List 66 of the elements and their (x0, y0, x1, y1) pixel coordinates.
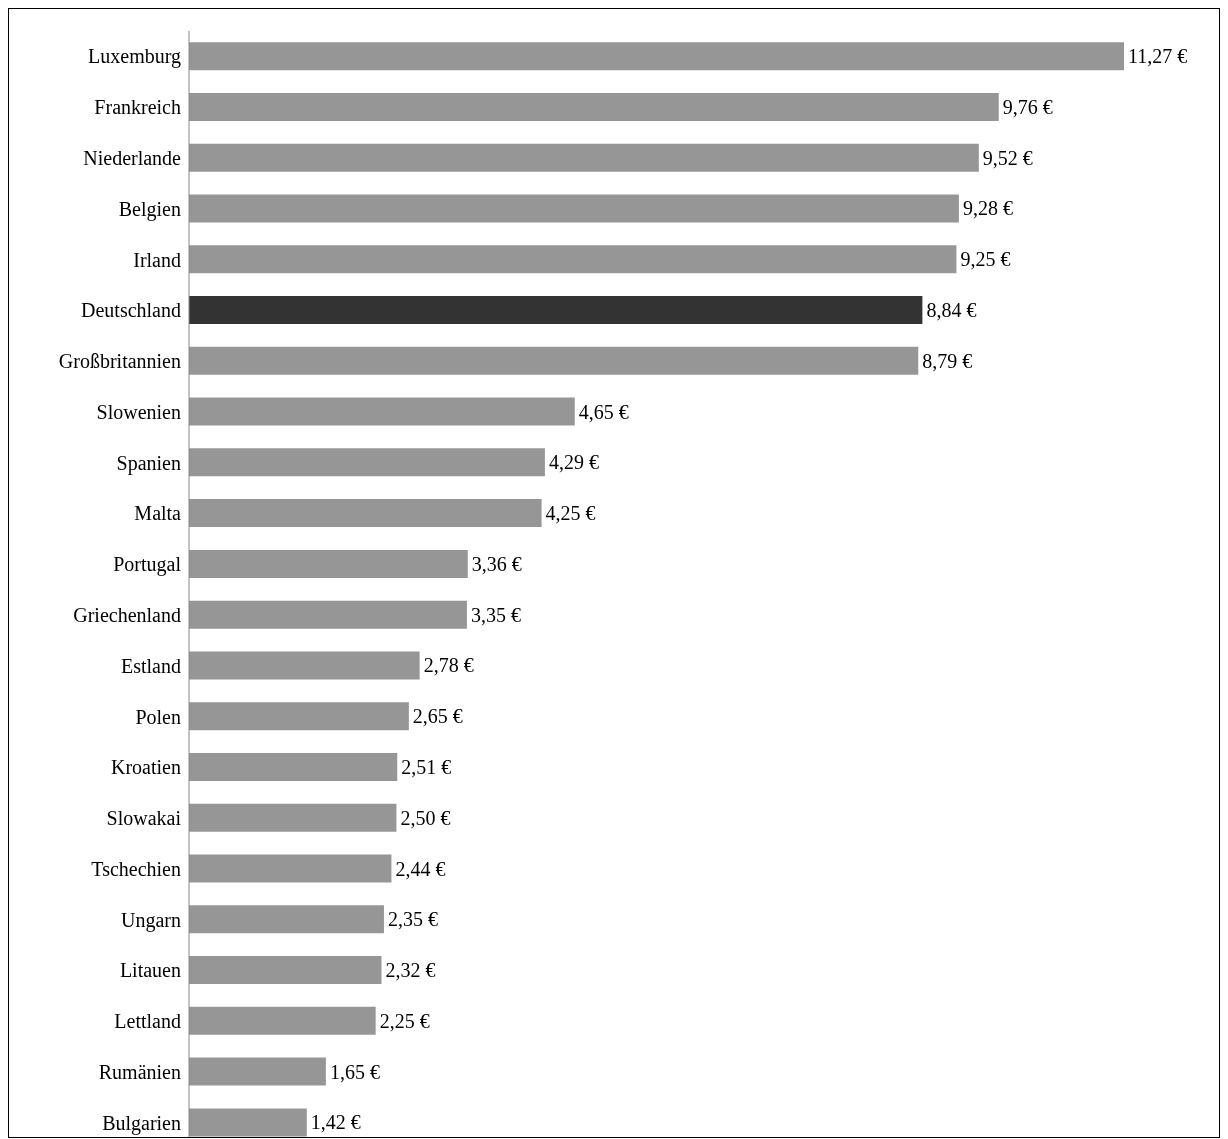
bar (189, 854, 392, 883)
y-tick-label: Luxemburg (88, 45, 181, 69)
y-tick-label: Portugal (113, 553, 182, 577)
y-tick-label: Slowenien (96, 400, 181, 423)
data-label: 2,44 € (395, 857, 446, 880)
y-tick-label: Ungarn (121, 908, 181, 932)
data-label: 8,79 € (922, 349, 973, 372)
y-tick-label: Bulgarien (102, 1111, 181, 1135)
y-tick-label: Niederlande (83, 147, 182, 170)
bar (189, 905, 384, 934)
data-label: 1,42 € (310, 1111, 361, 1134)
bar (189, 245, 957, 274)
bar (189, 499, 542, 528)
data-label: 11,27 € (1128, 45, 1188, 68)
data-label: 2,50 € (400, 806, 451, 829)
bar (189, 1006, 376, 1035)
y-tick-label: Spanien (116, 451, 181, 475)
data-label: 9,52 € (982, 146, 1033, 169)
y-tick-label: Polen (135, 705, 181, 728)
data-label: 8,84 € (926, 299, 977, 322)
y-tick-label: Slowakai (106, 807, 182, 830)
data-label: 2,51 € (401, 755, 452, 778)
bar (189, 600, 467, 629)
y-tick-label: Frankreich (94, 96, 181, 119)
y-tick-label: Deutschland (81, 299, 181, 322)
bar (189, 1108, 307, 1137)
bar (189, 397, 575, 426)
data-label: 9,76 € (1002, 95, 1053, 118)
data-label: 4,29 € (548, 451, 599, 474)
y-tick-label: Malta (134, 502, 182, 525)
bar (189, 92, 999, 121)
y-tick-label: Belgien (118, 197, 181, 221)
data-label: 2,65 € (412, 705, 463, 728)
data-label: 1,65 € (329, 1060, 380, 1083)
data-label: 4,25 € (545, 502, 596, 525)
data-label: 2,78 € (423, 654, 474, 677)
bar (189, 651, 420, 680)
data-label: 4,65 € (578, 400, 629, 423)
data-label: 2,25 € (379, 1009, 430, 1032)
y-tick-label: Tschechien (91, 857, 181, 880)
bar (189, 194, 959, 223)
y-tick-label: Lettland (114, 1010, 181, 1033)
bar (189, 1057, 326, 1086)
y-tick-label: Estland (121, 654, 181, 677)
data-label: 3,35 € (470, 603, 521, 626)
bar (189, 346, 919, 375)
y-tick-label: Griechenland (73, 603, 181, 626)
y-tick-label: Großbritannien (58, 350, 181, 373)
bar (189, 296, 923, 325)
data-label: 3,36 € (471, 552, 522, 575)
bar (189, 143, 979, 172)
data-label: 9,28 € (962, 197, 1013, 220)
y-tick-label: Rumänien (98, 1060, 181, 1083)
bar (189, 448, 545, 477)
data-label: 2,35 € (387, 908, 438, 931)
y-tick-label: Kroatien (111, 756, 181, 779)
bar (189, 42, 1124, 71)
bar (189, 803, 397, 832)
y-tick-label: Litauen (119, 959, 181, 982)
y-tick-label: Irland (133, 248, 181, 271)
bar (189, 956, 382, 985)
bar (189, 549, 468, 578)
bar (189, 752, 398, 781)
bar (189, 702, 409, 731)
data-label: 9,25 € (960, 248, 1011, 271)
data-label: 2,32 € (385, 959, 436, 982)
